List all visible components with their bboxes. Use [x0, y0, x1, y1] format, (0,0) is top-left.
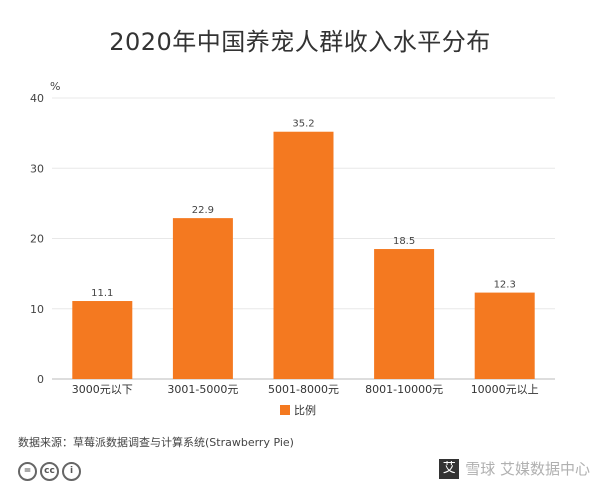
watermark-logo-icon: 艾	[439, 458, 460, 479]
bar	[374, 249, 435, 379]
chart-title: 2020年中国养宠人群收入水平分布	[109, 28, 491, 56]
data-label: 35.2	[292, 119, 314, 130]
legend-swatch	[280, 405, 290, 415]
no-derivatives-icon: =	[18, 462, 37, 481]
y-tick-label: 0	[37, 373, 44, 386]
y-tick-label: 10	[30, 303, 44, 316]
x-tick-label: 3001-5000元	[167, 383, 238, 396]
bar	[72, 301, 133, 379]
x-tick-label: 5001-8000元	[268, 383, 339, 396]
y-tick-label: 30	[30, 162, 44, 175]
legend-label: 比例	[294, 403, 316, 417]
watermark: 艾 雪球 艾媒数据中心	[439, 458, 590, 479]
data-source-note: 数据来源：草莓派数据调查与计算系统(Strawberry Pie)	[18, 436, 294, 449]
y-tick-label: 40	[30, 92, 44, 105]
watermark-text: 雪球 艾媒数据中心	[465, 460, 590, 478]
bar	[474, 292, 535, 379]
bar	[273, 131, 334, 379]
data-label: 12.3	[494, 280, 516, 291]
x-tick-label: 8001-10000元	[365, 383, 443, 396]
creative-commons-icon: cc	[40, 462, 59, 481]
data-label: 11.1	[91, 288, 113, 299]
attribution-icon: i	[62, 462, 81, 481]
bar-chart: 0 10 20 30 40% 11.1 3000元以下 22.9 3001-5000元 35.2 5…	[30, 80, 555, 417]
data-label: 18.5	[393, 236, 415, 247]
license-icons: = cc i	[18, 462, 81, 481]
x-tick-label: 10000元以上	[471, 383, 539, 396]
y-tick-label: 20	[30, 233, 44, 246]
x-tick-label: 3000元以下	[72, 383, 133, 396]
y-axis-unit-label: %	[50, 80, 60, 93]
data-label: 22.9	[192, 205, 214, 216]
bar	[172, 218, 233, 379]
